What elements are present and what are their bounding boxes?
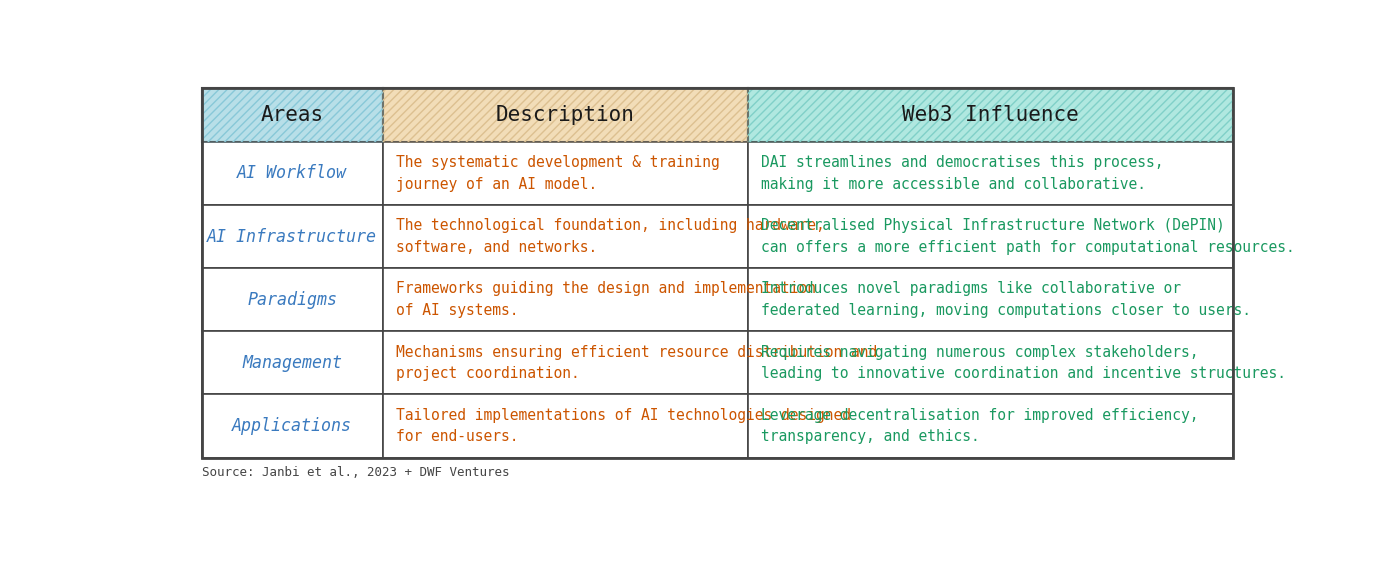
Bar [382, 331, 749, 394]
Bar [382, 142, 749, 205]
Text: Applications: Applications [232, 417, 353, 435]
Bar [749, 394, 1233, 457]
Text: Tailored implementations of AI technologies designed
for end-users.: Tailored implementations of AI technolog… [396, 408, 851, 444]
Bar [202, 394, 382, 457]
Bar [202, 331, 382, 394]
Text: Web3 Influence: Web3 Influence [902, 105, 1079, 125]
Text: Frameworks guiding the design and implementation
of AI systems.: Frameworks guiding the design and implem… [396, 281, 816, 318]
Text: Paradigms: Paradigms [248, 291, 337, 309]
Bar [749, 205, 1233, 268]
Text: Decentralised Physical Infrastructure Network (DePIN)
can offers a more efficien: Decentralised Physical Infrastructure Ne… [762, 218, 1295, 255]
Text: DAI streamlines and democratises this process,
making it more accessible and col: DAI streamlines and democratises this pr… [762, 155, 1163, 192]
Bar [202, 88, 1233, 457]
Bar [382, 88, 749, 142]
Text: Introduces novel paradigms like collaborative or
federated learning, moving comp: Introduces novel paradigms like collabor… [762, 281, 1252, 318]
Text: The systematic development & training
journey of an AI model.: The systematic development & training jo… [396, 155, 720, 192]
Text: The technological foundation, including hardware,
software, and networks.: The technological foundation, including … [396, 218, 825, 255]
Text: Source: Janbi et al., 2023 + DWF Ventures: Source: Janbi et al., 2023 + DWF Venture… [202, 466, 510, 479]
Bar [382, 88, 749, 142]
Text: Mechanisms ensuring efficient resource distribution and
project coordination.: Mechanisms ensuring efficient resource d… [396, 345, 876, 381]
Bar [202, 205, 382, 268]
Bar [382, 394, 749, 457]
Text: Leverage decentralisation for improved efficiency,
transparency, and ethics.: Leverage decentralisation for improved e… [762, 408, 1198, 444]
Text: Management: Management [242, 354, 343, 372]
Text: Description: Description [496, 105, 636, 125]
Text: AI Workflow: AI Workflow [238, 164, 347, 183]
Bar [382, 268, 749, 331]
Bar [202, 88, 382, 142]
Bar [202, 142, 382, 205]
Text: Areas: Areas [260, 105, 323, 125]
Bar [749, 268, 1233, 331]
Text: AI Infrastructure: AI Infrastructure [207, 228, 378, 246]
Bar [202, 268, 382, 331]
Bar [749, 88, 1233, 142]
Bar [749, 331, 1233, 394]
Bar [382, 205, 749, 268]
Bar [202, 88, 382, 142]
Text: Requires navigating numerous complex stakeholders,
leading to innovative coordin: Requires navigating numerous complex sta… [762, 345, 1287, 381]
Bar [749, 142, 1233, 205]
Bar [749, 88, 1233, 142]
